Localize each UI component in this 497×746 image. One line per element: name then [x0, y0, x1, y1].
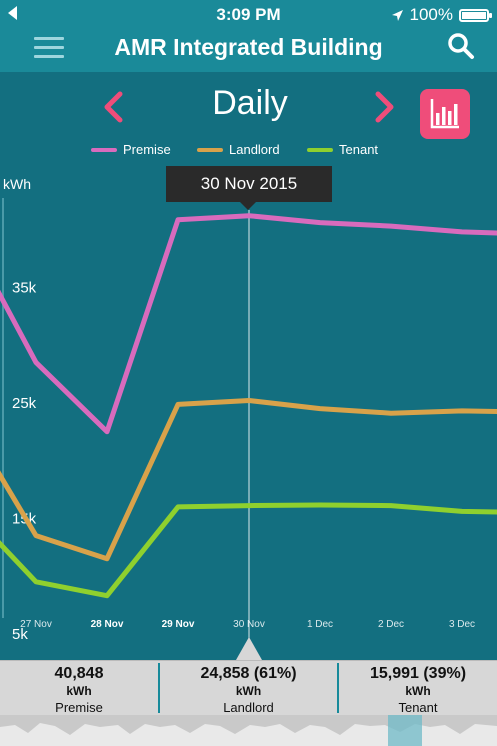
- summary-tenant[interactable]: 15,991 (39%) kWh Tenant: [339, 661, 497, 716]
- battery-icon: [459, 8, 492, 22]
- status-bar: 3:09 PM 100%: [0, 0, 497, 30]
- selection-notch: [236, 637, 262, 660]
- x-tick-label: 3 Dec: [449, 619, 475, 630]
- summary-value: 40,848: [54, 665, 104, 682]
- navigator-handle[interactable]: [388, 715, 422, 746]
- menu-icon[interactable]: [34, 34, 64, 60]
- legend-label: Landlord: [229, 142, 280, 157]
- date-tooltip: 30 Nov 2015: [166, 166, 332, 210]
- location-arrow-icon: [391, 9, 403, 21]
- chevron-right-icon[interactable]: [370, 90, 400, 124]
- legend-swatch: [91, 147, 117, 152]
- summary-value: 15,991 (39%): [369, 665, 467, 682]
- x-tick-label: 29 Nov: [162, 619, 195, 630]
- x-tick-label: 27 Nov: [20, 619, 52, 630]
- period-label: Daily: [212, 84, 288, 122]
- bar-chart-button[interactable]: [420, 89, 470, 139]
- legend-label: Tenant: [339, 142, 379, 157]
- series-line-landlord[interactable]: [0, 398, 497, 562]
- chart-legend: Premise Landlord Tenant: [0, 142, 497, 160]
- x-tick-label: 28 Nov: [91, 619, 124, 630]
- y-tick-label: 25k: [12, 395, 37, 412]
- summary-divider: [337, 663, 339, 713]
- summary-name: Premise: [55, 700, 103, 715]
- battery-percent: 100%: [409, 5, 453, 24]
- summary-divider: [158, 663, 160, 713]
- bar-chart-icon: [430, 99, 459, 129]
- page-title: AMR Integrated Building: [114, 34, 383, 60]
- chevron-left-icon[interactable]: [98, 90, 128, 124]
- nav-bar: AMR Integrated Building: [0, 30, 497, 72]
- period-selector: Daily: [0, 84, 497, 130]
- summary-value: 24,858 (61%): [200, 665, 297, 682]
- summary-premise[interactable]: 40,848 kWh Premise: [0, 661, 158, 716]
- y-axis-label: kWh: [3, 176, 31, 192]
- summary-name: Tenant: [398, 700, 438, 715]
- x-tick-label: 2 Dec: [378, 619, 404, 630]
- legend-landlord[interactable]: Landlord: [197, 142, 280, 157]
- summary-panel: 40,848 kWh Premise 24,858 (61%) kWh Land…: [0, 660, 497, 716]
- status-time: 3:09 PM: [216, 5, 281, 24]
- back-icon[interactable]: [8, 6, 17, 20]
- range-navigator[interactable]: [0, 715, 497, 746]
- legend-swatch: [197, 147, 223, 152]
- y-tick-label: 5k: [12, 626, 28, 643]
- legend-label: Premise: [123, 142, 171, 157]
- legend-tenant[interactable]: Tenant: [307, 142, 378, 157]
- legend-swatch: [307, 147, 333, 152]
- summary-unit: kWh: [405, 684, 431, 698]
- search-icon[interactable]: [447, 32, 475, 60]
- y-tick-label: 35k: [12, 279, 37, 296]
- summary-unit: kWh: [66, 684, 92, 698]
- summary-unit: kWh: [235, 684, 262, 698]
- x-tick-label: 1 Dec: [307, 619, 333, 630]
- summary-landlord[interactable]: 24,858 (61%) kWh Landlord: [160, 661, 337, 716]
- status-right: 100%: [391, 5, 492, 25]
- series-line-tenant[interactable]: [0, 502, 497, 599]
- legend-premise[interactable]: Premise: [91, 142, 171, 157]
- series-line-premise[interactable]: [0, 213, 497, 435]
- summary-name: Landlord: [223, 700, 274, 715]
